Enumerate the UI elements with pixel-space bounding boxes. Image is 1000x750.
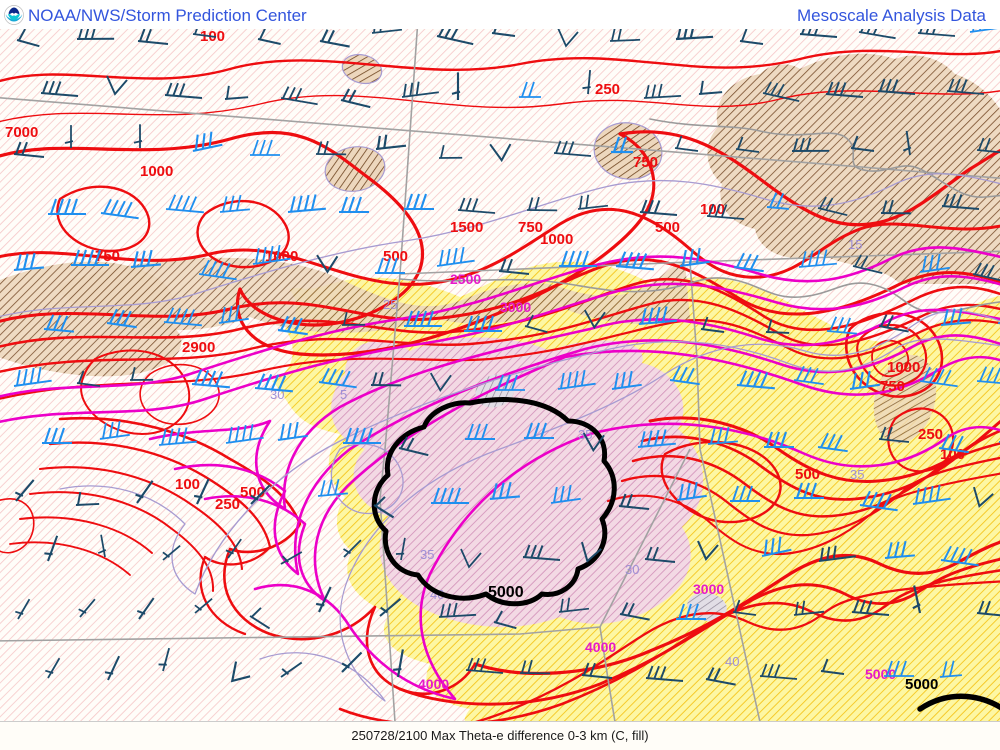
svg-text:2500: 2500 — [450, 271, 481, 287]
svg-text:500: 500 — [655, 219, 680, 236]
svg-text:35: 35 — [420, 547, 434, 562]
svg-text:5000: 5000 — [905, 676, 938, 693]
svg-text:2900: 2900 — [182, 339, 215, 356]
svg-text:1000: 1000 — [540, 231, 573, 248]
svg-text:30: 30 — [625, 562, 639, 577]
svg-text:5000: 5000 — [488, 584, 524, 601]
svg-text:25: 25 — [383, 297, 397, 312]
svg-text:500: 500 — [795, 466, 820, 483]
svg-text:250: 250 — [918, 426, 943, 443]
svg-text:15: 15 — [848, 237, 862, 252]
svg-text:7000: 7000 — [5, 124, 38, 141]
svg-text:40: 40 — [725, 654, 739, 669]
svg-text:4000: 4000 — [585, 639, 616, 655]
svg-text:100: 100 — [700, 201, 725, 218]
svg-text:1000: 1000 — [140, 163, 173, 180]
svg-text:1500: 1500 — [450, 219, 483, 236]
svg-text:3000: 3000 — [693, 581, 724, 597]
svg-text:5000: 5000 — [865, 666, 896, 682]
svg-text:250: 250 — [215, 496, 240, 513]
svg-text:750: 750 — [633, 154, 658, 171]
svg-text:5: 5 — [340, 387, 347, 402]
svg-text:35: 35 — [850, 467, 864, 482]
svg-text:250: 250 — [595, 81, 620, 98]
svg-text:4000: 4000 — [418, 676, 449, 692]
svg-text:3000: 3000 — [500, 299, 531, 315]
svg-text:750: 750 — [880, 378, 905, 395]
svg-text:100: 100 — [175, 476, 200, 493]
svg-text:1000: 1000 — [887, 359, 920, 376]
